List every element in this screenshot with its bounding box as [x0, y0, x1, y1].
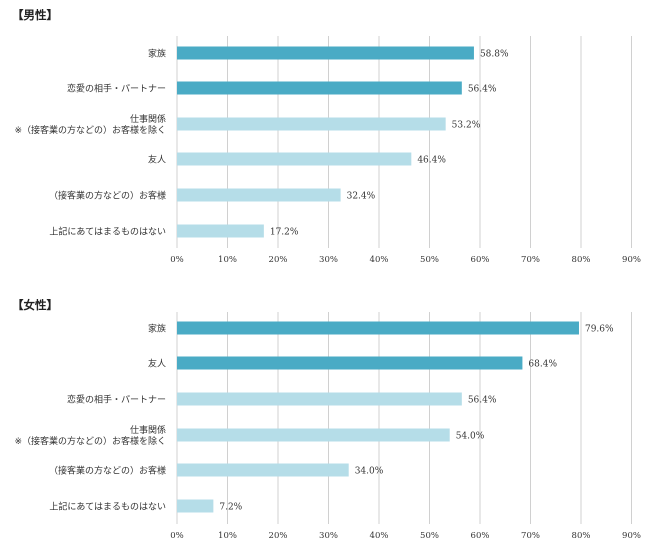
x-tick-label: 90%	[622, 531, 641, 541]
data-label: 58.8%	[480, 50, 509, 60]
x-tick-label: 30%	[319, 531, 338, 541]
category-label: 家族	[148, 323, 166, 335]
x-tick-label: 20%	[269, 531, 288, 541]
category-label: 上記にあてはまるものはない	[49, 226, 166, 238]
x-tick-label: 80%	[572, 255, 591, 265]
x-tick-label: 70%	[521, 255, 540, 265]
category-label: 友人	[148, 358, 166, 370]
x-tick-label: 90%	[622, 255, 641, 265]
x-tick-label: 80%	[572, 531, 591, 541]
bar	[177, 224, 264, 238]
data-label: 46.4%	[417, 156, 446, 166]
bar	[177, 428, 450, 442]
bar	[177, 188, 341, 202]
x-tick-label: 60%	[471, 255, 490, 265]
bar	[177, 392, 462, 406]
data-label: 56.4%	[468, 396, 497, 406]
chart-title-female: 【女性】	[12, 298, 58, 312]
category-label: （接客業の方などの）お客様	[49, 190, 166, 202]
data-label: 17.2%	[270, 228, 299, 238]
bar	[177, 81, 462, 95]
x-tick-label: 50%	[420, 531, 439, 541]
x-tick-label: 20%	[269, 255, 288, 265]
data-label: 32.4%	[347, 192, 376, 202]
data-label: 68.4%	[528, 360, 557, 370]
category-label: （接客業の方などの）お客様	[49, 465, 166, 477]
data-label: 79.6%	[585, 325, 614, 335]
bar	[177, 356, 523, 370]
category-label: 友人	[148, 154, 166, 166]
data-label: 7.2%	[219, 503, 242, 513]
data-label: 54.0%	[456, 432, 485, 442]
bar	[177, 321, 579, 335]
bar	[177, 499, 214, 513]
x-tick-label: 30%	[319, 255, 338, 265]
category-label: 仕事関係※（接客業の方などの）お客様を除く	[14, 113, 166, 136]
x-tick-label: 0%	[170, 531, 184, 541]
chart-title-male: 【男性】	[12, 8, 58, 22]
category-label: 家族	[148, 48, 166, 60]
category-label: 恋愛の相手・パートナー	[67, 83, 166, 95]
x-tick-label: 10%	[218, 531, 237, 541]
x-tick-label: 0%	[170, 255, 184, 265]
x-tick-label: 70%	[521, 531, 540, 541]
x-tick-label: 10%	[218, 255, 237, 265]
bar	[177, 463, 349, 477]
x-tick-label: 40%	[370, 531, 389, 541]
data-label: 53.2%	[452, 121, 481, 131]
bar	[177, 152, 412, 166]
data-label: 56.4%	[468, 85, 497, 95]
x-tick-label: 50%	[420, 255, 439, 265]
x-tick-label: 40%	[370, 255, 389, 265]
bar	[177, 46, 474, 60]
category-label: 仕事関係※（接客業の方などの）お客様を除く	[14, 424, 166, 447]
bar	[177, 117, 446, 131]
data-label: 34.0%	[355, 467, 384, 477]
category-label: 上記にあてはまるものはない	[49, 501, 166, 513]
category-label: 恋愛の相手・パートナー	[67, 394, 166, 406]
x-tick-label: 60%	[471, 531, 490, 541]
